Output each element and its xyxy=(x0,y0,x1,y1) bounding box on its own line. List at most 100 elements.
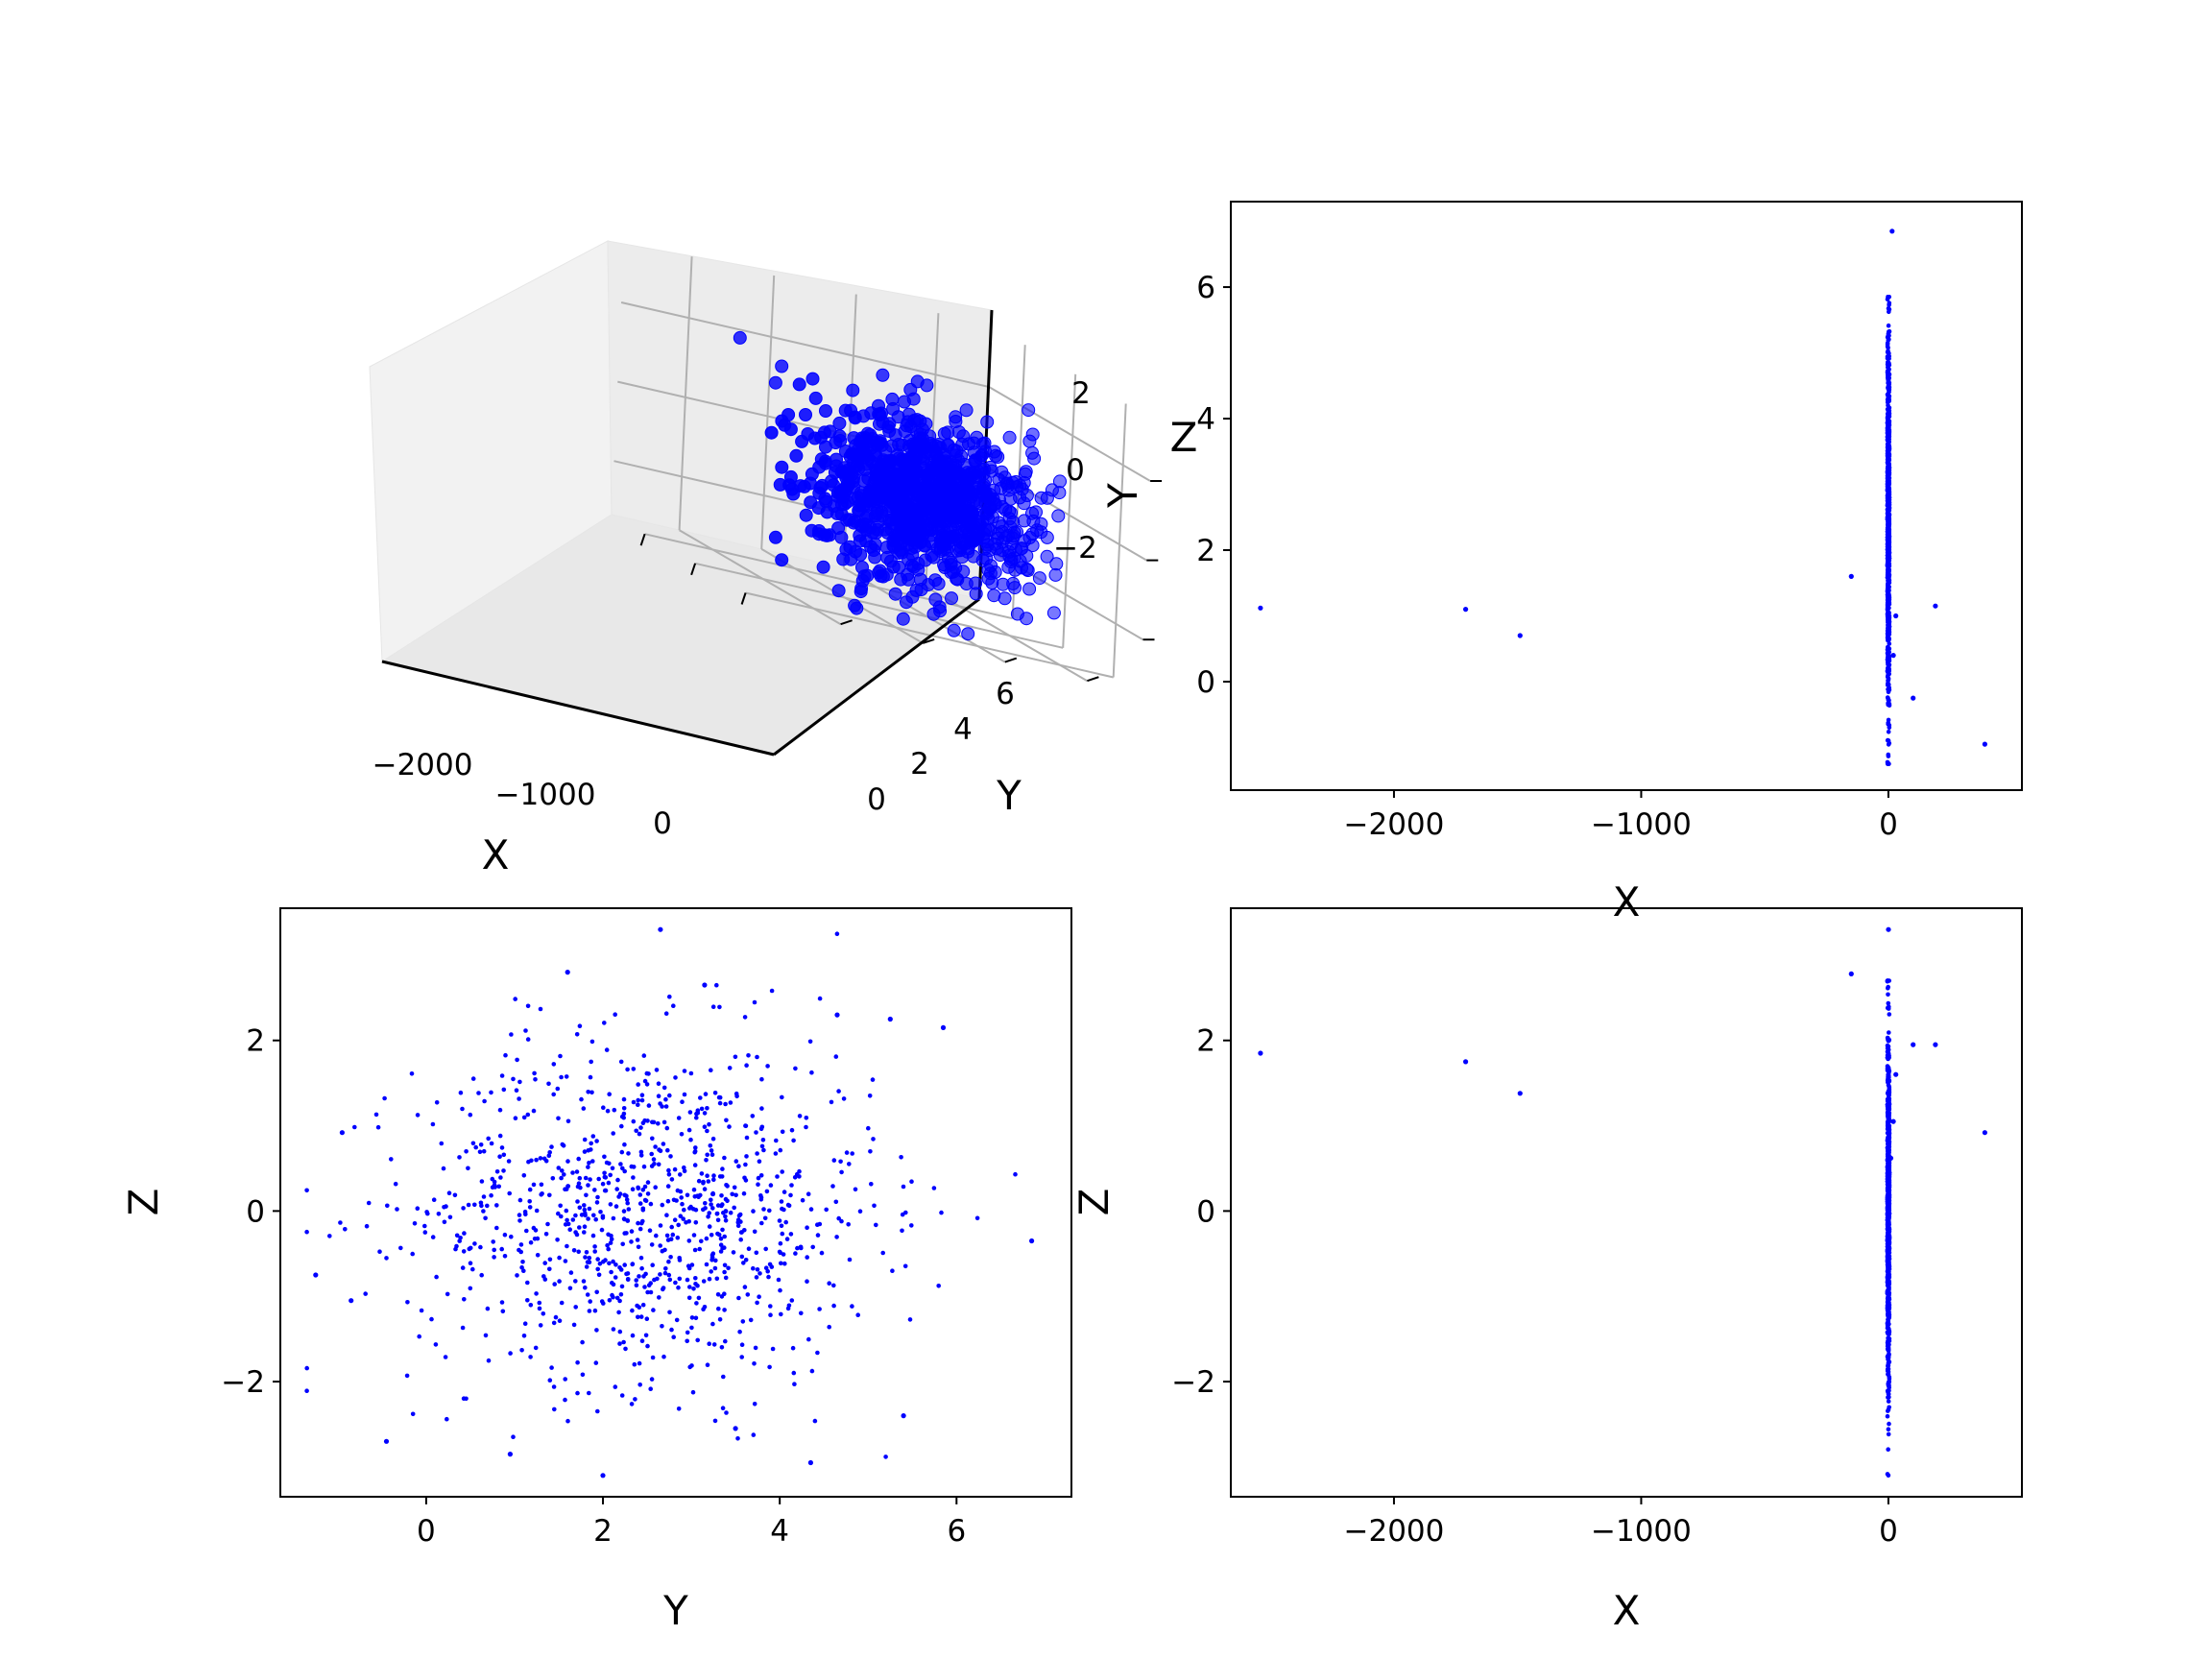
scatter-point xyxy=(527,1199,532,1204)
scatter-point xyxy=(528,1355,533,1359)
scatter-point xyxy=(621,1339,626,1345)
y-tick-label: 2 xyxy=(1196,1024,1215,1059)
scatter-point xyxy=(581,1106,587,1111)
scatter-point xyxy=(702,1111,708,1116)
scatter-point xyxy=(672,1217,678,1222)
scatter-point xyxy=(744,1063,749,1068)
scatter-point xyxy=(936,1284,941,1288)
scatter-point xyxy=(547,1150,552,1155)
scatter-point xyxy=(880,1250,885,1256)
scatter-point-3d xyxy=(897,509,911,523)
scatter-point xyxy=(1887,1326,1891,1332)
scatter-point xyxy=(728,1100,733,1105)
scatter-point-3d xyxy=(876,368,890,382)
scatter-point-3d xyxy=(1048,567,1063,582)
scatter-point xyxy=(781,1190,787,1194)
scatter-point xyxy=(792,1175,798,1180)
scatter-point xyxy=(1885,1110,1890,1116)
y-axis-label-x-vs-z: Z xyxy=(1070,1189,1118,1216)
scatter-point-3d xyxy=(961,627,975,641)
scatter-point xyxy=(687,1285,692,1289)
scatter-point xyxy=(551,1092,556,1097)
scatter-point xyxy=(755,1300,759,1306)
scatter-point xyxy=(527,1205,533,1210)
scatter-point xyxy=(786,1203,792,1209)
scatter-point xyxy=(601,1259,606,1264)
scatter-point xyxy=(587,1390,591,1396)
scatter-point xyxy=(720,1406,726,1410)
scatter-point xyxy=(1887,1030,1891,1035)
scatter-point xyxy=(1887,295,1891,300)
scatter-point xyxy=(444,1204,448,1209)
scatter-point xyxy=(638,1255,644,1261)
scatter-point xyxy=(404,1373,410,1379)
scatter-point xyxy=(522,1209,528,1214)
scatter-point xyxy=(1886,1220,1890,1225)
scatter-point xyxy=(639,1097,645,1103)
scatter-point xyxy=(570,1217,576,1222)
scatter-point xyxy=(580,1339,585,1345)
scatter-point xyxy=(827,1324,831,1330)
scatter-point xyxy=(797,1168,802,1174)
scatter-point xyxy=(831,1283,836,1288)
scatter-point xyxy=(494,1203,499,1208)
tick-mark-3d xyxy=(740,592,747,605)
scatter-point-3d xyxy=(902,572,916,587)
scatter-point-3d xyxy=(937,426,951,441)
scatter-point xyxy=(770,1346,776,1352)
scatter-point xyxy=(805,1279,809,1284)
scatter-point xyxy=(461,1206,466,1211)
scatter-point xyxy=(630,1308,635,1313)
scatter-point xyxy=(759,1106,764,1111)
scatter-point xyxy=(614,1187,619,1191)
scatter-point xyxy=(1885,1260,1890,1265)
scatter-point xyxy=(588,1299,592,1304)
scatter-point xyxy=(658,1223,663,1228)
scatter-point xyxy=(788,1192,793,1198)
scatter-point-3d xyxy=(987,589,1001,603)
scatter-point xyxy=(746,1246,752,1251)
scatter-point xyxy=(775,1174,780,1179)
scatter-point xyxy=(1848,971,1854,977)
scatter-point xyxy=(789,1298,795,1303)
scatter-point xyxy=(751,1265,756,1271)
scatter-point xyxy=(705,1106,709,1111)
scatter-point xyxy=(652,1277,657,1283)
scatter-point xyxy=(798,1244,804,1250)
scatter-point-3d xyxy=(870,506,884,520)
scatter-point xyxy=(623,1346,628,1352)
scatter-point-3d xyxy=(980,415,995,429)
scatter-point xyxy=(606,1180,612,1186)
scatter-point xyxy=(780,1169,784,1174)
scatter-point xyxy=(751,1209,756,1214)
scatter-point xyxy=(503,1052,508,1058)
scatter-point xyxy=(764,1189,770,1194)
scatter-point xyxy=(590,1134,596,1139)
scatter-point xyxy=(542,1261,547,1265)
scatter-point xyxy=(1887,725,1892,731)
scatter-point xyxy=(612,1107,617,1113)
scatter-point xyxy=(651,1119,657,1125)
scatter-point xyxy=(573,1279,578,1284)
axes-frame-x-vs-y xyxy=(1230,201,2023,791)
scatter-point xyxy=(1887,437,1891,442)
scatter-point xyxy=(629,1239,634,1244)
scatter-point xyxy=(594,1200,600,1205)
scatter-point xyxy=(609,1269,613,1275)
scatter-point xyxy=(417,1334,422,1339)
scatter-point xyxy=(611,1215,616,1221)
scatter-point xyxy=(699,1171,705,1176)
tick-mark-3d xyxy=(690,563,697,576)
scatter-point xyxy=(752,1402,757,1407)
scatter-point xyxy=(468,1261,473,1265)
scatter-point xyxy=(583,1255,588,1260)
y-tick-label: 2 xyxy=(246,1024,265,1059)
grid-line xyxy=(679,529,842,626)
scatter-point xyxy=(718,1236,724,1241)
scatter-point xyxy=(629,1229,635,1234)
scatter-point xyxy=(1886,619,1890,625)
scatter-point xyxy=(517,1079,522,1085)
x-axis-label-x-vs-y: X xyxy=(1613,878,1641,926)
scatter-point xyxy=(663,1104,669,1109)
y-tick-label: 6 xyxy=(1196,271,1215,305)
